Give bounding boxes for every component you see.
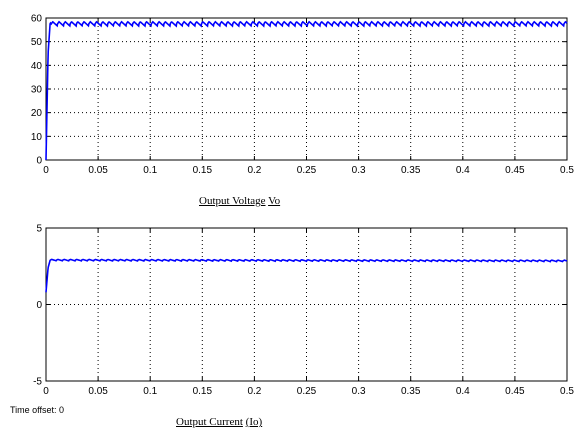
voltage-x-tick-label: 0	[43, 165, 49, 176]
voltage-x-tick-label: 0.2	[247, 165, 261, 176]
time-offset-label: Time offset: 0	[10, 405, 65, 415]
current-x-tick-label: 0.3	[352, 386, 366, 397]
current-x-tick-label: 0.15	[193, 386, 213, 397]
voltage-x-tick-label: 0.4	[456, 165, 470, 176]
voltage-caption-main: Output Voltage	[199, 195, 266, 207]
current-x-tick-label: 0.25	[297, 386, 317, 397]
voltage-y-tick-label: 60	[31, 14, 43, 25]
current-x-tick-label: 0.45	[505, 386, 525, 397]
voltage-x-tick-label: 0.1	[143, 165, 157, 176]
voltage-x-tick-label: 0.45	[505, 165, 525, 176]
current-x-tick-label: 0.2	[247, 386, 261, 397]
current-x-tick-label: 0.5	[560, 386, 574, 397]
voltage-y-tick-label: 40	[31, 61, 43, 72]
current-y-tick-label: 0	[36, 300, 42, 311]
voltage-x-tick-label: 0.3	[352, 165, 366, 176]
current-caption-main: Output Current	[176, 416, 243, 428]
voltage-x-tick-label: 0.5	[560, 165, 574, 176]
current-x-tick-label: 0.35	[401, 386, 421, 397]
current-caption: Output Current (Io)	[176, 416, 262, 428]
voltage-caption-symbol: Vo	[268, 195, 281, 207]
current-x-tick-label: 0.1	[143, 386, 157, 397]
voltage-x-tick-label: 0.25	[297, 165, 317, 176]
voltage-x-tick-label: 0.05	[88, 165, 108, 176]
current-x-tick-label: 0.4	[456, 386, 470, 397]
voltage-y-tick-label: 20	[31, 108, 43, 119]
current-y-tick-label: 5	[36, 224, 42, 235]
voltage-y-tick-label: 0	[36, 156, 42, 167]
voltage-caption: Output Voltage Vo	[199, 195, 280, 207]
voltage-series-line	[45, 20, 568, 161]
voltage-plot: 0 0.05 0.1 0.15 0.2 0.25 0.3 0.35 0.4 0.45 0.5 0 10 2…	[31, 14, 575, 177]
current-caption-symbol: (Io)	[245, 416, 263, 428]
voltage-x-tick-label: 0.15	[193, 165, 213, 176]
current-y-tick-label: -5	[33, 377, 42, 388]
current-plot: 0 0.05 0.1 0.15 0.2 0.25 0.3 0.35 0.4 0.45 0.5-505	[33, 224, 574, 398]
voltage-x-tick-label: 0.35	[401, 165, 421, 176]
current-x-tick-label: 0.05	[88, 386, 108, 397]
voltage-y-tick-label: 10	[31, 132, 43, 143]
current-x-tick-label: 0	[43, 386, 49, 397]
voltage-y-tick-label: 30	[31, 85, 43, 96]
current-series-line	[45, 258, 568, 293]
voltage-y-tick-label: 50	[31, 37, 43, 48]
